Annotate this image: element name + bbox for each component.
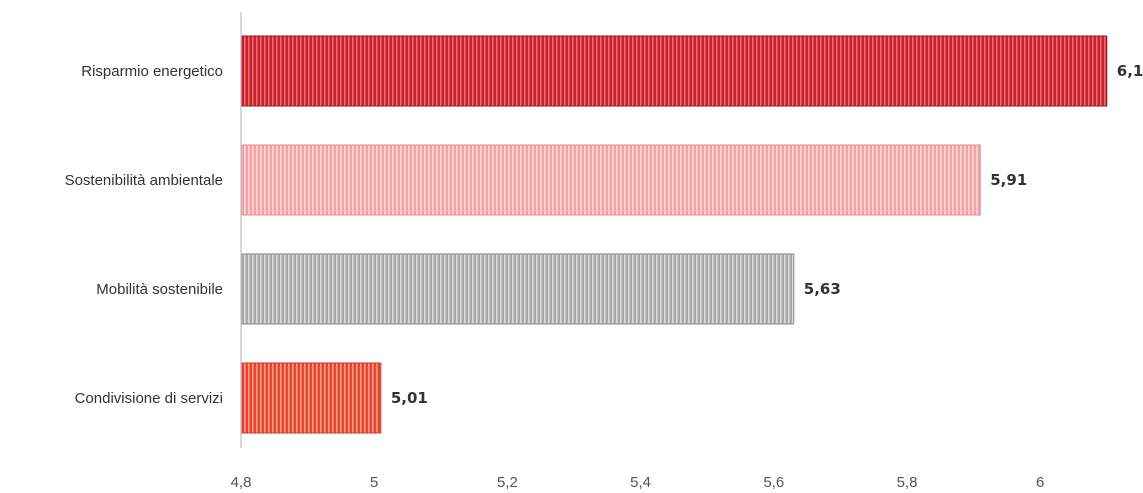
data-label: 6,1 xyxy=(1117,62,1143,80)
category-label: Risparmio energetico xyxy=(81,63,223,80)
bar-1 xyxy=(240,35,1108,107)
category-label: Condivisione di servizi xyxy=(75,390,223,407)
bars-group xyxy=(240,35,1108,434)
category-label: Sostenibilità ambientale xyxy=(65,172,223,189)
x-tick-label: 5 xyxy=(370,474,378,491)
category-labels: Risparmio energetico Sostenibilità ambien… xyxy=(65,63,223,407)
data-label: 5,91 xyxy=(990,171,1027,189)
category-label: Mobilità sostenibile xyxy=(96,281,223,298)
x-tick-label: 4,8 xyxy=(231,474,252,491)
data-label: 5,01 xyxy=(391,389,428,407)
bar-4 xyxy=(240,362,382,434)
x-axis-tick-labels: 4,8 5 5,2 5,4 5,6 5,8 6 xyxy=(231,474,1045,491)
x-tick-label: 6 xyxy=(1036,474,1044,491)
x-tick-label: 5,6 xyxy=(763,474,784,491)
bar-3 xyxy=(240,253,795,325)
bar-2 xyxy=(240,144,981,216)
x-tick-label: 5,4 xyxy=(630,474,651,491)
data-label: 5,63 xyxy=(804,280,841,298)
x-tick-label: 5,2 xyxy=(497,474,518,491)
data-labels: 6,1 5,91 5,63 5,01 xyxy=(391,62,1143,407)
x-tick-label: 5,8 xyxy=(897,474,918,491)
